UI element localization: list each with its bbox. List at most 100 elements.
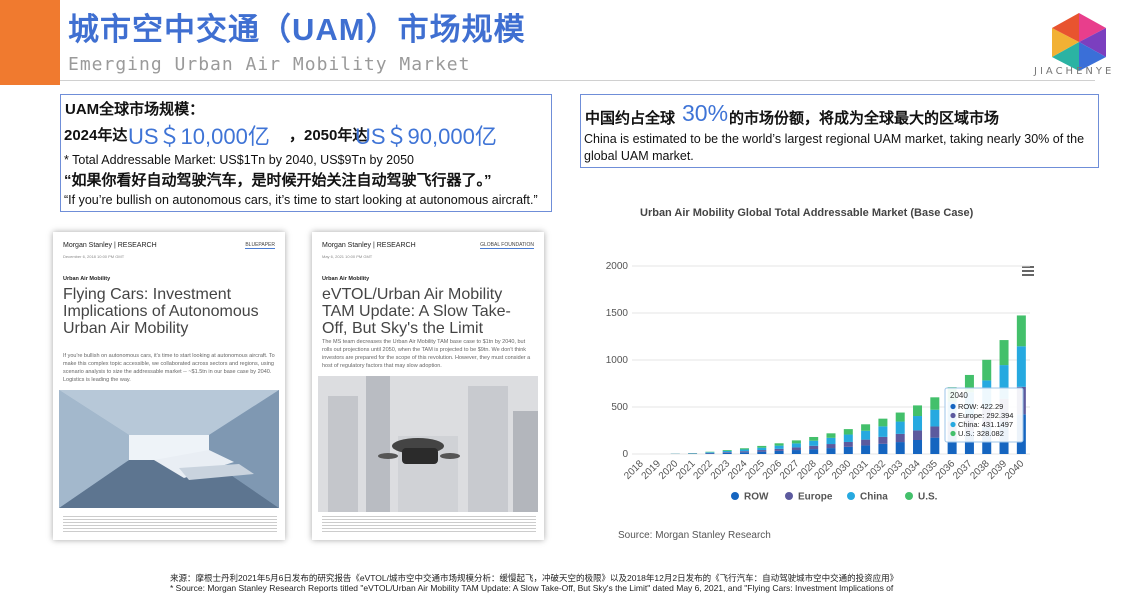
- bar-segment: [722, 450, 732, 453]
- bar-segment: [878, 426, 888, 437]
- chart-title: Urban Air Mobility Global Total Addressa…: [640, 207, 974, 219]
- year-2024-label: 2024年达: [64, 127, 128, 144]
- tam-note: * Total Addressable Market: US$1Tn by 20…: [64, 153, 414, 167]
- legend-label: China: [860, 492, 888, 503]
- bar-segment: [913, 439, 923, 454]
- bar-segment: [826, 437, 836, 445]
- legend-marker: [785, 492, 793, 500]
- bar-segment: [739, 451, 749, 453]
- bar-segment: [826, 433, 836, 438]
- bar-segment: [999, 340, 1009, 366]
- city-evtol-image: [318, 376, 538, 512]
- brand-logo-icon: [1052, 13, 1106, 71]
- bar-segment: [861, 439, 871, 446]
- bar-segment: [809, 436, 819, 441]
- cover-body: If you're bullish on autonomous cars, it…: [63, 353, 275, 383]
- tooltip-marker: [950, 412, 956, 419]
- footnote-en: * Source: Morgan Stanley Research Report…: [170, 583, 894, 593]
- cover-date: May 6, 2021 10:00 PM GMT: [322, 254, 373, 259]
- tooltip-box: [944, 387, 1024, 443]
- bar-segment: [861, 445, 871, 454]
- tooltip-row: Europe: 292.394: [958, 411, 1013, 420]
- footnote-cn: 来源：摩根士丹利2021年5月6日发布的研究报告《eVTOL/城市空中交通市场规…: [170, 573, 899, 583]
- bar-segment: [791, 450, 801, 454]
- bar-segment: [843, 446, 853, 454]
- bar-segment: [739, 449, 749, 452]
- bar-segment: [843, 434, 853, 442]
- bar-segment: [878, 443, 888, 454]
- bar-segment: [757, 450, 767, 452]
- bar-segment: [999, 365, 1009, 399]
- bar-segment: [791, 440, 801, 444]
- bar-segment: [739, 452, 749, 454]
- bar-segment: [722, 450, 732, 451]
- cover-footer-lines: [322, 514, 536, 532]
- bar-segment: [722, 452, 732, 453]
- bar-segment: [878, 418, 888, 427]
- tooltip-row: China: 431.1497: [958, 420, 1013, 429]
- bar-segment: [774, 445, 784, 449]
- market-size-heading: UAM全球市场规模：: [65, 101, 205, 118]
- y-tick-label: 1500: [606, 308, 629, 319]
- tunnel-aircraft-image: [59, 390, 279, 508]
- bar-segment: [757, 445, 767, 448]
- bar-segment: [791, 447, 801, 451]
- bar-segment: [826, 448, 836, 454]
- y-tick-label: 0: [622, 449, 628, 460]
- bar-segment: [895, 412, 905, 422]
- bar-segment: [705, 452, 715, 453]
- cover-date: December 6, 2018 10:00 PM GMT: [63, 254, 125, 259]
- cover-tag: BLUEPAPER: [245, 242, 275, 249]
- page-subtitle: Emerging Urban Air Mobility Market: [68, 54, 471, 75]
- tooltip-year: 2040: [950, 391, 968, 400]
- cover-brand: Morgan Stanley | RESEARCH: [322, 242, 416, 249]
- bar-segment: [913, 430, 923, 440]
- bar-segment: [757, 451, 767, 454]
- tam-stacked-bar-chart: 0500100015002000201820192020202120222023…: [606, 261, 1030, 503]
- brand-logo-text: JIACHENYE: [1034, 66, 1115, 77]
- value-2050: US＄90,000亿: [355, 124, 497, 149]
- bar-segment: [843, 441, 853, 447]
- bar-segment: [913, 416, 923, 431]
- tooltip-marker: [950, 430, 956, 437]
- accent-block: [0, 0, 60, 85]
- report-cover-evtol: Morgan Stanley | RESEARCH GLOBAL FOUNDAT…: [312, 232, 544, 540]
- bar-segment: [947, 434, 957, 454]
- bar-segment: [982, 359, 992, 381]
- legend-label: ROW: [744, 492, 769, 503]
- bar-segment: [722, 452, 732, 454]
- bar-segment: [930, 409, 940, 427]
- cover-body: The MS team decreases the Urban Air Mobi…: [322, 339, 531, 369]
- y-tick-label: 2000: [606, 261, 629, 272]
- bar-segment: [705, 453, 715, 454]
- page-title: 城市空中交通（UAM）市场规模: [68, 12, 526, 47]
- china-share-suffix: 的市场份额，将成为全球最大的区域市场: [729, 110, 1000, 127]
- bar-segment: [930, 437, 940, 454]
- bar-segment: [809, 440, 819, 446]
- bar-segment: [774, 443, 784, 446]
- cover-footer-lines: [63, 514, 277, 532]
- bar-segment: [895, 433, 905, 443]
- bar-segment: [774, 450, 784, 454]
- report-cover-flying-cars: Morgan Stanley | RESEARCH BLUEPAPER Dece…: [53, 232, 285, 540]
- legend-label: U.S.: [918, 492, 938, 503]
- cover-tag: GLOBAL FOUNDATION: [480, 242, 534, 249]
- bar-segment: [913, 405, 923, 417]
- header-divider: [60, 80, 1095, 81]
- x-tick-label: 2040: [1003, 458, 1027, 482]
- cover-brand: Morgan Stanley | RESEARCH: [63, 242, 157, 249]
- tooltip-marker: [950, 403, 956, 410]
- bar-segment: [1016, 346, 1026, 387]
- bar-segment: [861, 430, 871, 440]
- bar-segment: [774, 448, 784, 451]
- chart-menu-icon[interactable]: [1022, 266, 1034, 276]
- cover-headline: eVTOL/Urban Air Mobility TAM Update: A S…: [322, 286, 511, 337]
- bar-segment: [843, 429, 853, 435]
- y-tick-label: 1000: [606, 355, 629, 366]
- bar-segment: [964, 374, 974, 393]
- tooltip-row: ROW: 422.29: [958, 402, 1003, 411]
- bar-segment: [878, 436, 888, 444]
- bar-segment: [757, 447, 767, 451]
- bar-segment: [809, 445, 819, 450]
- market-size-box: UAM全球市场规模： 2024年达 US＄10,000亿 ，2050年达 US＄…: [60, 94, 552, 212]
